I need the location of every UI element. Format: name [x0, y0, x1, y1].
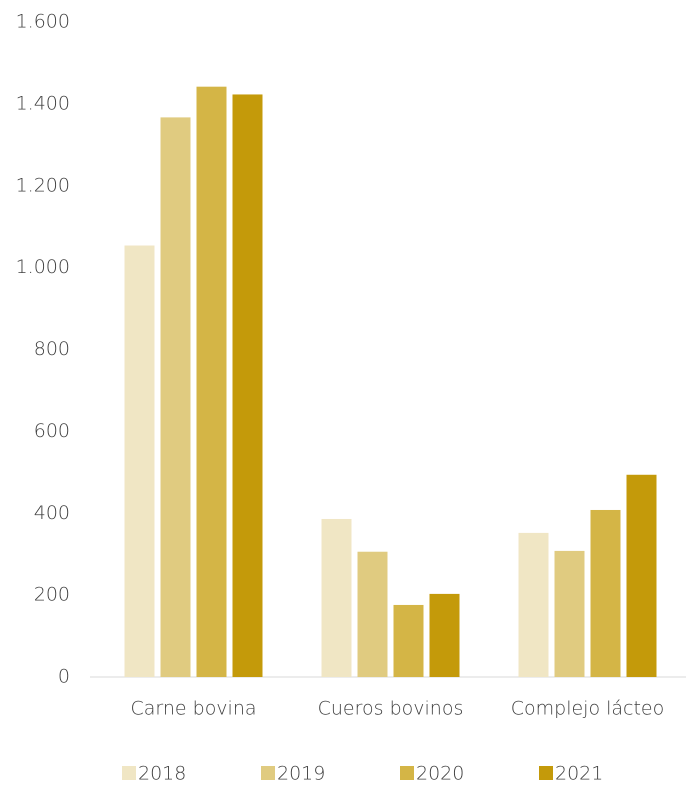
- legend-swatch: [539, 766, 553, 780]
- y-tick-label: 600: [34, 420, 70, 442]
- y-tick-label: 1.000: [16, 256, 70, 278]
- bar: [196, 86, 227, 677]
- bar: [124, 245, 155, 678]
- legend-swatch: [400, 766, 414, 780]
- bar: [232, 94, 263, 678]
- bar: [626, 474, 657, 677]
- y-tick-label: 0: [58, 666, 70, 688]
- x-tick-label: Complejo lácteo: [511, 698, 665, 720]
- legend-label: 2018: [138, 763, 186, 785]
- x-tick-label: Cueros bovinos: [318, 698, 464, 720]
- x-tick-label: Carne bovina: [130, 698, 256, 720]
- legend-swatch: [261, 766, 275, 780]
- bar: [429, 593, 460, 677]
- y-tick-label: 400: [34, 502, 70, 524]
- bar: [160, 117, 191, 677]
- y-tick-label: 1.600: [16, 11, 70, 33]
- legend-label: 2020: [416, 763, 464, 785]
- bar: [321, 518, 352, 677]
- legend-swatch: [122, 766, 136, 780]
- bar: [554, 550, 585, 677]
- y-tick-label: 800: [34, 338, 70, 360]
- y-tick-label: 200: [34, 584, 70, 606]
- bar: [518, 532, 549, 677]
- legend-label: 2019: [277, 763, 325, 785]
- legend-label: 2021: [555, 763, 603, 785]
- y-tick-label: 1.400: [16, 92, 70, 114]
- y-tick-label: 1.200: [16, 174, 70, 196]
- bar: [357, 551, 388, 677]
- bar: [590, 509, 621, 677]
- bar: [393, 604, 424, 677]
